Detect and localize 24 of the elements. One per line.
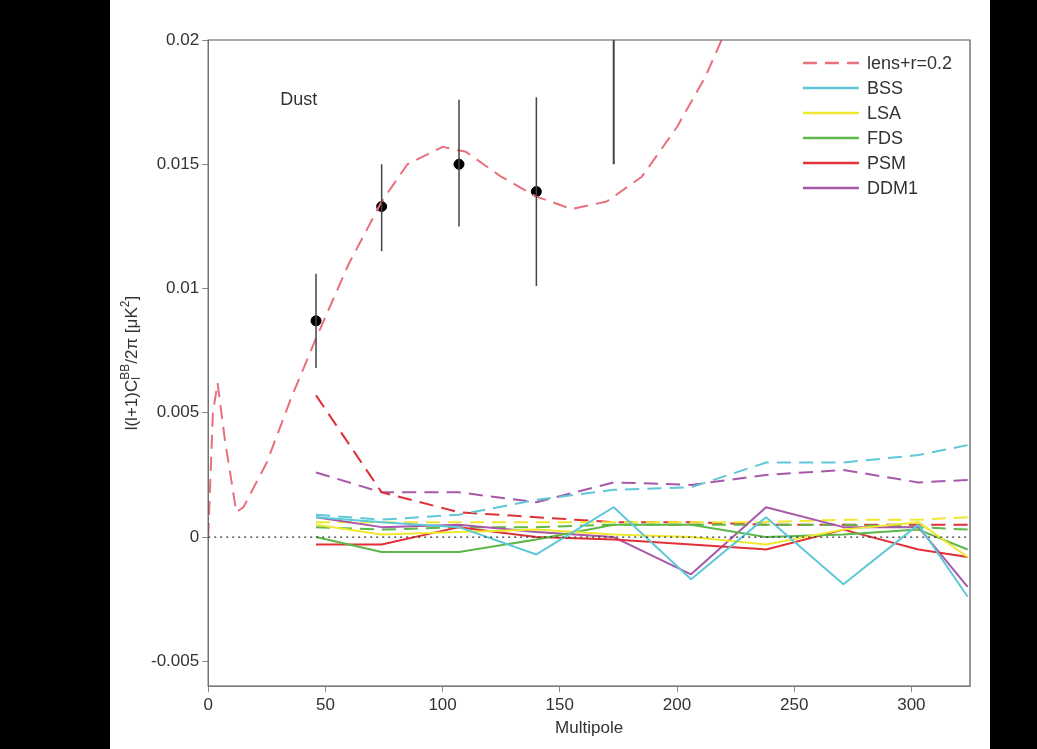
y-axis-title: l(l+1)ClBB/2π [μK2] [117, 295, 144, 431]
x-tick-label: 100 [428, 695, 457, 715]
x-tick-label: 50 [315, 695, 335, 715]
legend-label: BSS [866, 77, 903, 98]
y-tick-label: 0 [189, 526, 200, 546]
line-series [315, 394, 969, 526]
x-tick-label: 250 [780, 695, 809, 715]
y-tick-label: 0.005 [156, 402, 200, 422]
x-tick-label: 0 [203, 695, 213, 715]
x-axis-title: Multipole [555, 718, 624, 738]
y-tick-label: 0.01 [166, 278, 200, 298]
legend-label: lens+r=0.2 [866, 52, 952, 73]
y-tick-label: -0.005 [151, 651, 200, 671]
legend-label: LSA [866, 102, 901, 123]
y-tick-label: 0.02 [166, 29, 200, 49]
legend-label: FDS [866, 127, 903, 148]
x-tick-label: 200 [662, 695, 692, 715]
legend-label: DDM1 [866, 177, 918, 198]
x-tick-label: 300 [897, 695, 926, 715]
legend-label: PSM [866, 152, 906, 173]
x-tick-label: 150 [545, 695, 574, 715]
line-series [315, 468, 969, 504]
annotation: Dust [280, 89, 318, 109]
y-tick-label: 0.015 [156, 153, 200, 173]
